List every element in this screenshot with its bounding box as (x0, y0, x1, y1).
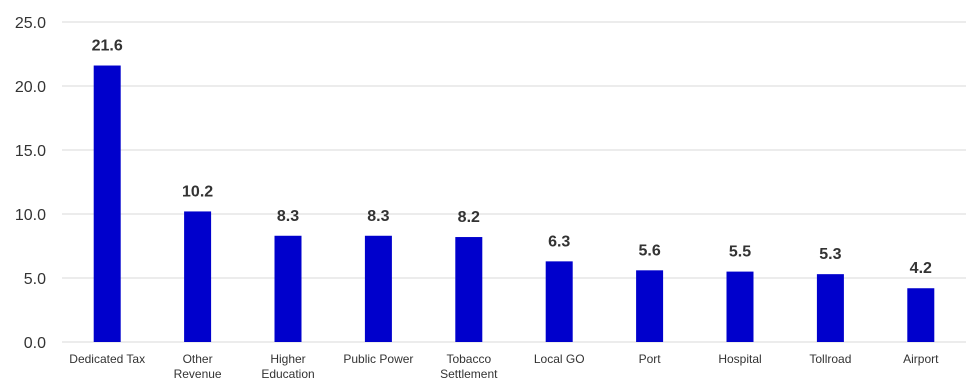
bar (636, 270, 664, 342)
bar (726, 271, 754, 342)
bar (455, 237, 483, 342)
category-label: Higher Education (261, 352, 314, 381)
data-label: 4.2 (910, 260, 932, 277)
data-label: 5.6 (638, 242, 660, 259)
y-tick-label: 25.0 (15, 15, 46, 32)
category-label: Public Power (343, 352, 413, 366)
data-label: 5.3 (819, 246, 841, 263)
gridlines (62, 21, 966, 343)
y-axis: 0.0 5.0 10.0 15.0 20.0 25.0 (15, 15, 46, 352)
bar (364, 235, 392, 342)
bar (907, 288, 935, 342)
data-label: 8.3 (277, 208, 299, 225)
data-label: 21.6 (92, 38, 123, 55)
data-label: 10.2 (182, 183, 213, 200)
data-label: 8.2 (458, 209, 480, 226)
data-labels: 21.6 10.2 8.3 8.3 8.2 6.3 5.6 5.5 5.3 4.2 (92, 38, 932, 278)
y-tick-label: 15.0 (15, 143, 46, 160)
y-tick-label: 10.0 (15, 207, 46, 224)
category-label: Tollroad (809, 352, 851, 366)
data-label: 8.3 (367, 208, 389, 225)
x-axis: Dedicated Tax Other Revenue Higher Education… (69, 352, 939, 381)
category-label: Port (639, 352, 662, 366)
bar (184, 211, 212, 342)
data-label: 6.3 (548, 233, 570, 250)
y-tick-label: 0.0 (24, 335, 46, 352)
category-label: Airport (903, 352, 939, 366)
category-label: Tobacco Settlement (440, 352, 498, 381)
bar (816, 274, 844, 342)
category-label: Local GO (534, 352, 585, 366)
bar (93, 65, 121, 343)
y-tick-label: 5.0 (24, 271, 46, 288)
category-label: Hospital (718, 352, 761, 366)
bars (93, 65, 935, 343)
category-label: Other Revenue (174, 352, 222, 381)
bar (545, 261, 573, 342)
bar (274, 235, 302, 342)
category-label: Dedicated Tax (69, 352, 145, 366)
data-label: 5.5 (729, 244, 751, 261)
y-tick-label: 20.0 (15, 79, 46, 96)
